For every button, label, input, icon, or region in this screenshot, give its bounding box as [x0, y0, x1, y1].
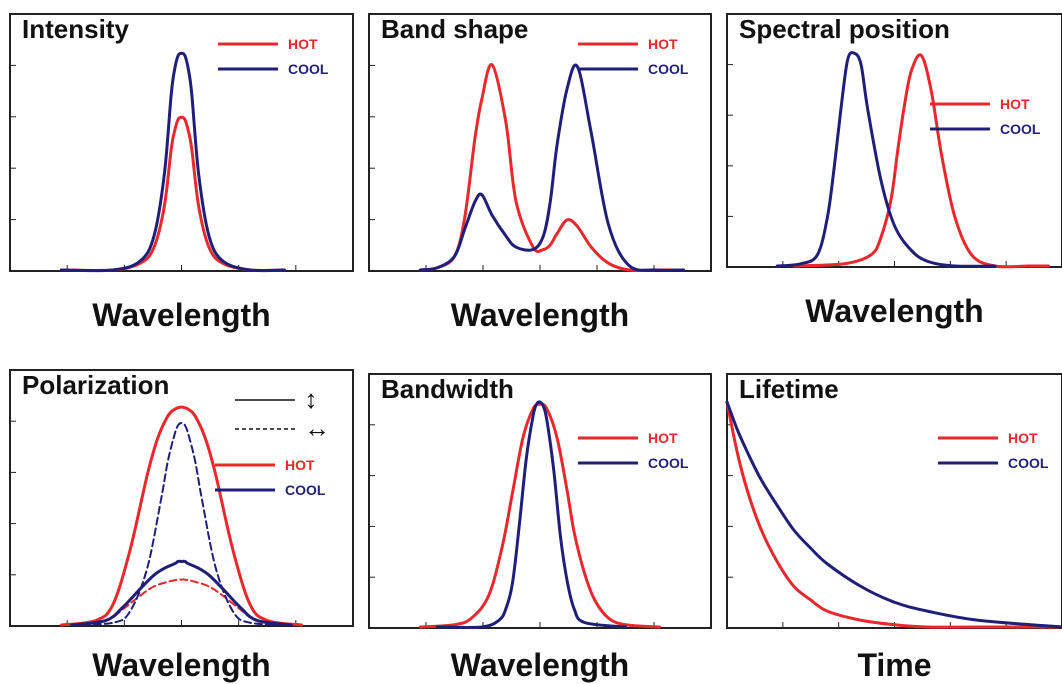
plot-frame [368, 13, 712, 272]
x-axis-label: Wavelength [805, 293, 983, 329]
chart-panel-6: Lifetime HOT COOL Time [725, 373, 1062, 683]
legend-label-hot: HOT [288, 36, 318, 52]
series-line-cool [59, 51, 286, 273]
x-axis-label: Wavelength [92, 647, 270, 683]
legend-label-hot: HOT [285, 457, 315, 473]
chart-title: Intensity [22, 14, 129, 44]
legend-label-cool: COOL [1000, 121, 1041, 137]
series-line-hot [59, 115, 286, 273]
x-axis-label: Wavelength [451, 297, 629, 333]
legend-label-cool: COOL [285, 482, 326, 498]
legend-label-cool: COOL [288, 61, 329, 77]
chart-title: Band shape [381, 14, 528, 44]
chart-title: Spectral position [739, 14, 950, 44]
x-axis-label: Time [857, 647, 931, 683]
chart-title: Polarization [22, 370, 169, 400]
series-line-hot [725, 400, 1062, 629]
x-axis-label: Wavelength [92, 297, 270, 333]
legend-label-hot: HOT [648, 36, 678, 52]
chart-panel-4: Polarization HOT COOL ↕↔ Wavelength [9, 369, 354, 683]
legend-label-hot: HOT [648, 430, 678, 446]
series-line-cool [725, 400, 1062, 629]
series-line-hot [792, 53, 1051, 269]
plot-frame [726, 373, 1062, 629]
legend-label-hot: HOT [1008, 430, 1038, 446]
series-line-hot-solid [59, 405, 304, 627]
series-line-hot [418, 63, 686, 273]
chart-panel-2: Band shape HOT COOL Wavelength [368, 13, 712, 333]
series-line-cool [418, 63, 686, 272]
legend-label-cool: COOL [648, 61, 689, 77]
legend-label-hot: HOT [1000, 96, 1030, 112]
series-line-cool-solid [70, 559, 293, 627]
legend-label-cool: COOL [648, 455, 689, 471]
legend-label-cool: COOL [1008, 455, 1049, 471]
horizontal-arrow-icon: ↔ [304, 413, 330, 443]
vertical-arrow-icon: ↕ [305, 384, 318, 414]
plot-frame [368, 373, 712, 629]
series-line-cool-dashed [70, 421, 293, 626]
series-line-hot-dashed [70, 578, 293, 626]
chart-title: Lifetime [739, 374, 839, 404]
chart-panel-5: Bandwidth HOT COOL Wavelength [368, 373, 712, 683]
series-line-cool [435, 400, 627, 629]
chart-panel-3: Spectral position HOT COOL Wavelength [726, 13, 1062, 329]
chart-panel-1: Intensity HOT COOL Wavelength [9, 13, 354, 333]
x-axis-label: Wavelength [451, 647, 629, 683]
chart-title: Bandwidth [381, 374, 514, 404]
series-line-cool [775, 51, 997, 268]
